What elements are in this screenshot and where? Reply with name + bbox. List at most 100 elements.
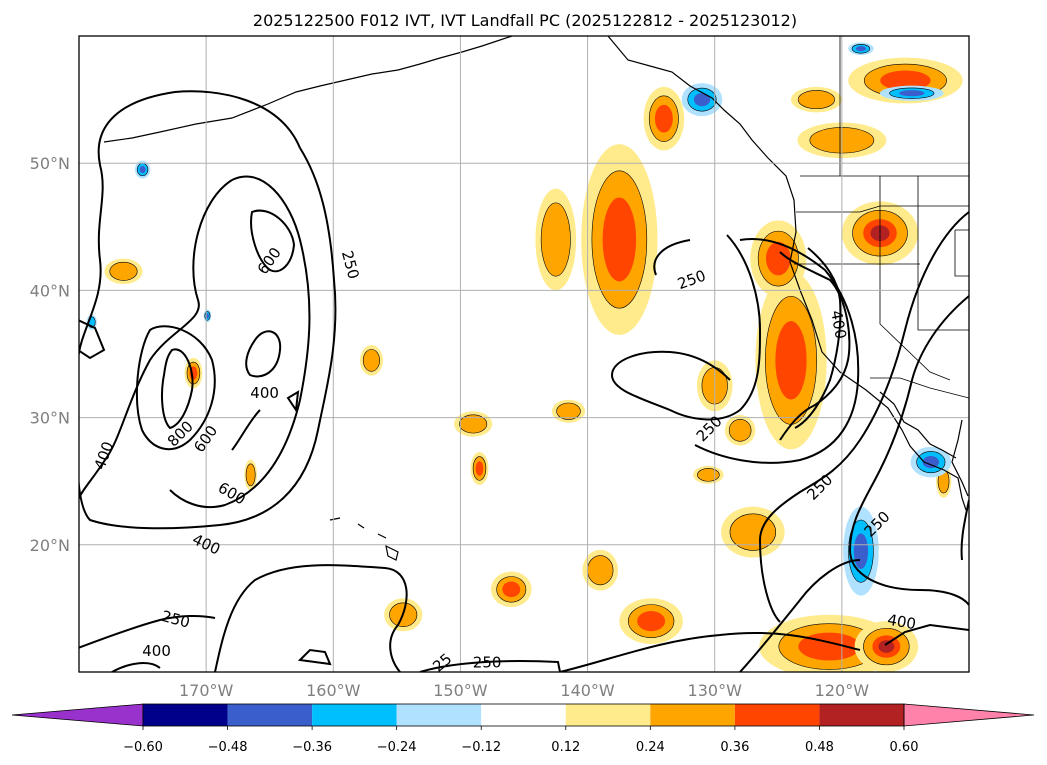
pc-positive-patch (637, 611, 666, 632)
colorbar-tick-label: −0.36 (292, 740, 332, 755)
probability-fill-layer (86, 42, 963, 672)
contour-label: 400 (142, 642, 171, 660)
colorbar-frame (142, 703, 905, 727)
pc-positive-patch (362, 349, 380, 372)
ivt-contour-line (884, 623, 969, 646)
longitude-labels: 170°W 160°W 150°W 140°W 130°W 120°W (179, 681, 869, 700)
pc-negative-patch (139, 165, 146, 174)
latitude-tick-label: 30°N (30, 409, 70, 428)
colorbar-tick-label: 0.12 (551, 740, 580, 755)
ivt-contour-line (297, 648, 332, 666)
pc-positive-patch (602, 197, 637, 282)
ivt-contour-line (250, 209, 296, 273)
colorbar-tick-label: 0.48 (805, 740, 834, 755)
contour-label: 400 (827, 309, 850, 340)
pc-negative-patch (205, 313, 209, 319)
contour-label: 400 (886, 611, 917, 634)
pc-positive-patch (878, 640, 895, 653)
ivt-contour-line (79, 90, 301, 361)
contour-label: 250 (338, 249, 363, 281)
colorbar-segment (227, 704, 313, 726)
pc-positive-patch (765, 241, 791, 276)
latitude-tick-label: 50°N (30, 154, 70, 173)
colorbar-segment (819, 704, 904, 726)
longitude-tick-label: 140°W (560, 681, 615, 700)
coastline-layer (103, 36, 969, 561)
ivt-contour-line (245, 330, 282, 378)
contour-label: 250 (803, 471, 836, 504)
pc-positive-patch (775, 321, 807, 400)
colorbar-segment (481, 704, 566, 726)
longitude-tick-label: 120°W (815, 681, 870, 700)
mexico-us-border (870, 377, 969, 399)
contour-label: 250 (473, 654, 502, 672)
pc-negative-patch (693, 92, 711, 107)
ivt-contour-line (79, 319, 106, 360)
pc-positive-patch (654, 104, 673, 133)
latitude-tick-label: 20°N (30, 536, 70, 555)
pc-negative-patch (853, 533, 869, 569)
ivt-contour-line (739, 559, 861, 672)
ivt-contour-line (960, 499, 969, 561)
ivt-contour-line (559, 631, 861, 672)
coastline-mexico (951, 419, 969, 497)
pc-positive-patch (556, 402, 581, 420)
pc-positive-patch (697, 468, 720, 482)
contour-label: 400 (91, 439, 118, 472)
pc-positive-patch (245, 463, 256, 487)
colorbar: −0.60 −0.48 −0.36 −0.24 −0.12 0.12 0.24 0.36 0.4… (11, 703, 1035, 755)
pc-positive-patch (728, 419, 752, 442)
pc-positive-patch (109, 261, 138, 281)
pc-negative-patch (922, 456, 939, 469)
longitude-tick-label: 170°W (179, 681, 234, 700)
ivt-contour-line (135, 325, 216, 450)
pc-positive-patch (475, 461, 484, 476)
ivt-contour-line (610, 234, 762, 421)
colorbar-tick-label: −0.24 (377, 740, 417, 755)
longitude-tick-label: 150°W (433, 681, 488, 700)
ivt-contour-line (169, 175, 311, 509)
oregon-washington-border (796, 205, 969, 213)
ivt-contour-line (848, 295, 969, 606)
contour-label: 250 (675, 266, 708, 293)
pc-positive-patch (587, 555, 614, 586)
ivt-contour-line (111, 662, 161, 672)
ivt-contour-line (419, 660, 561, 672)
colorbar-tick-label: −0.12 (461, 740, 501, 755)
province-border (839, 36, 969, 277)
contour-label: 250 (160, 607, 192, 632)
pc-positive-patch (502, 581, 521, 598)
colorbar-segment (312, 704, 397, 726)
pc-positive-patch (459, 414, 488, 434)
chart-title: 2025122500 F012 IVT, IVT Landfall PC (20… (253, 11, 797, 30)
coastline-aleutians (103, 36, 513, 143)
pc-positive-patch (540, 202, 571, 277)
ivt-contour-line (653, 239, 691, 276)
pc-positive-patch (797, 90, 836, 110)
contour-label: 600 (254, 244, 285, 278)
coastline-hawaii (329, 517, 399, 561)
california-nevada-border (879, 264, 951, 381)
colorbar-tick-label: −0.60 (123, 740, 163, 755)
ivt-contour-layer (79, 90, 969, 672)
colorbar-tick-label: 0.24 (636, 740, 665, 755)
colorbar-extend-min (11, 703, 144, 727)
ivt-contour-line (214, 564, 408, 672)
state-borders-layer (794, 36, 969, 399)
ivt-contour-line (694, 238, 860, 464)
contour-label: 400 (250, 384, 279, 402)
pc-negative-patch (855, 46, 867, 52)
longitude-tick-label: 130°W (688, 681, 743, 700)
map-frame (78, 35, 970, 673)
colorbar-tick-label: −0.48 (208, 740, 248, 755)
ivt-contour-line (161, 348, 194, 430)
contour-label: 600 (190, 422, 221, 456)
colorbar-extend-max (903, 703, 1035, 727)
contour-label: 600 (215, 479, 249, 509)
map-plot-area: 2506004006008006004004002504002502502504… (79, 36, 969, 672)
ivt-contour-line (794, 247, 842, 429)
colorbar-segment (650, 704, 735, 726)
ivt-contour-line (79, 147, 337, 530)
latitude-tick-label: 40°N (30, 281, 70, 300)
ivt-contour-line (79, 614, 216, 649)
